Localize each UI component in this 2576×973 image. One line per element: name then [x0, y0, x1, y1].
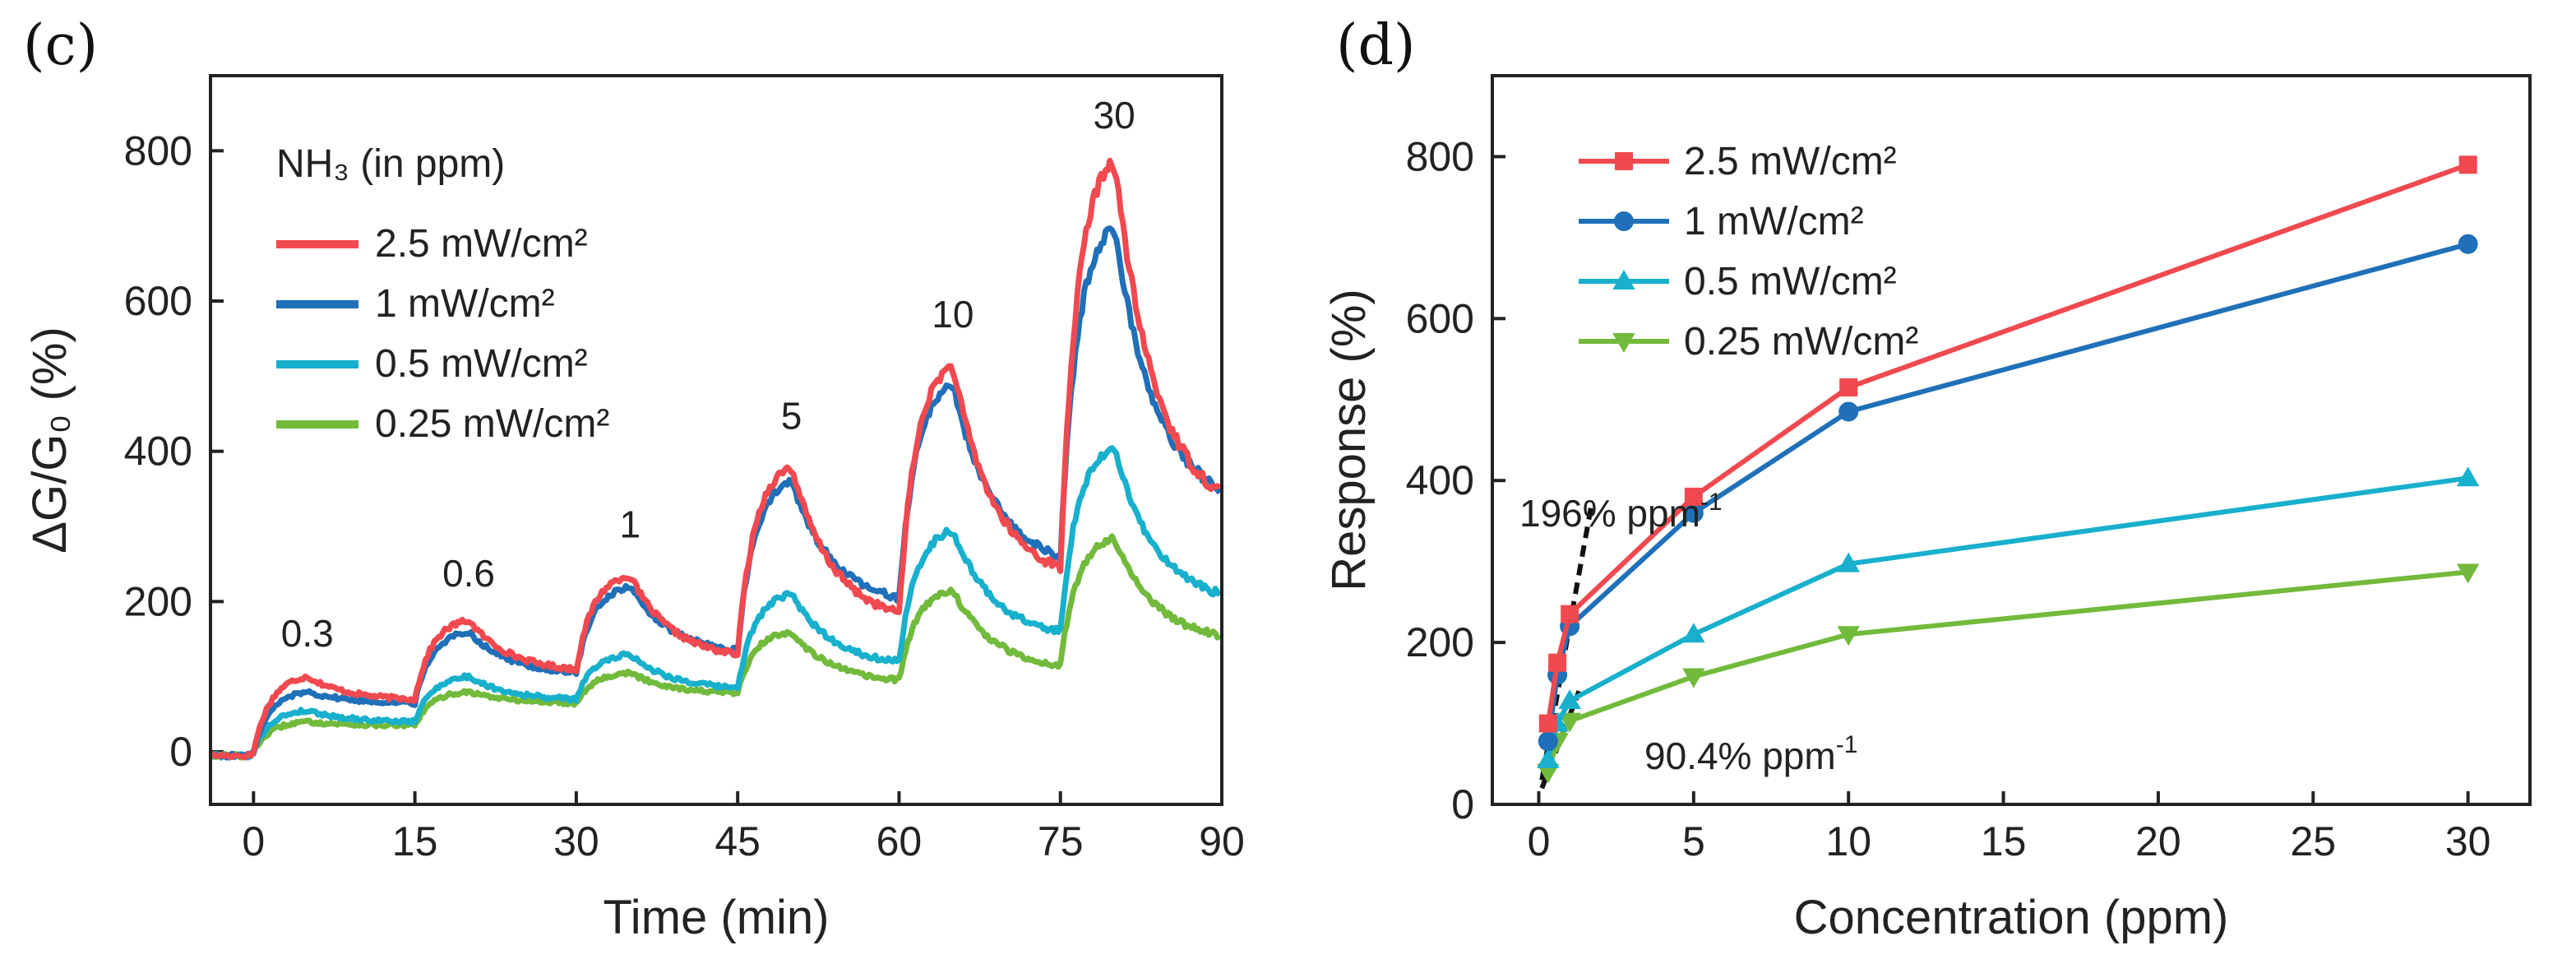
- panel-d-axes: 0 5 10 15 20 25 30 0 200 400 600 800: [1406, 133, 2491, 864]
- data-point: [1682, 623, 1705, 643]
- panel-c-concentration-label: 10: [932, 293, 974, 336]
- slope-annotation: 90.4% ppm-1: [1644, 731, 1857, 777]
- data-point: [1558, 712, 1581, 733]
- slope-annotation-value: 196% ppm: [1519, 492, 1700, 535]
- legend-label: 0.5 mW/cm²: [375, 342, 588, 386]
- data-point: [1839, 378, 1858, 397]
- panel-d-ytick-label: 800: [1406, 133, 1474, 179]
- panel-d-ytick-label: 0: [1451, 781, 1474, 827]
- data-point: [1838, 401, 1859, 422]
- data-point: [2458, 155, 2477, 174]
- panel-c-series-line-1: [209, 225, 1223, 761]
- panel-c-ytick-label: 600: [124, 278, 192, 324]
- data-point: [1537, 748, 1560, 768]
- panel-c-xlabel: Time (min): [604, 891, 830, 944]
- panel-d-xtick-label: 30: [2445, 818, 2491, 864]
- panel-d-annotations: 196% ppm-190.4% ppm-1: [1519, 489, 1857, 777]
- panel-c-concentration-label: 0.6: [442, 552, 495, 595]
- panel-d-ytick-label: 600: [1406, 295, 1474, 341]
- panel-c-ylabel: ΔG/G₀ (%): [23, 327, 76, 553]
- data-point: [1548, 653, 1567, 672]
- legend-label: 1 mW/cm²: [375, 282, 555, 326]
- panel-d-xtick-label: 25: [2290, 818, 2336, 864]
- data-point: [2456, 563, 2480, 584]
- panel-c-xtick-label: 90: [1199, 818, 1245, 864]
- panel-c-frame: [209, 74, 1223, 806]
- panel-c-legend: NH₃ (in ppm) 2.5 mW/cm² 1 mW/cm² 0.5 mW/cm…: [276, 142, 609, 446]
- data-point: [1538, 714, 1557, 733]
- panel-c-series-line-0_25: [210, 533, 1223, 761]
- panel-c-label: (c): [23, 13, 98, 78]
- panel-c-annotations: 0.3 0.6 1 5 10 30: [281, 94, 1135, 655]
- panel-d-xtick-label: 5: [1682, 818, 1705, 864]
- data-point: [2458, 234, 2478, 254]
- legend-label: 2.5 mW/cm²: [1684, 140, 1897, 183]
- legend-label: 1 mW/cm²: [1684, 200, 1864, 243]
- panel-d-xtick-label: 15: [1981, 818, 2027, 864]
- panel-d-label: (d): [1336, 13, 1416, 78]
- panel-c-series: [208, 157, 1223, 761]
- panel-d-legend: 2.5 mW/cm² 1 mW/cm² 0.5 mW/cm² 0.25 mW/cm²: [1579, 140, 1918, 364]
- data-point: [1837, 552, 1860, 572]
- legend-label: 0.5 mW/cm²: [1684, 260, 1897, 303]
- legend-label: 0.25 mW/cm²: [1684, 320, 1918, 364]
- panel-c-xtick-label: 60: [876, 818, 923, 864]
- panel-c-ytick-label: 200: [124, 578, 192, 624]
- panel-c-ytick-label: 0: [169, 729, 192, 775]
- panel-c-xtick-label: 15: [392, 818, 438, 864]
- data-point: [1684, 487, 1703, 506]
- panel-c-xtick-label: 30: [553, 818, 599, 864]
- panel-c-concentration-label: 30: [1094, 94, 1135, 137]
- legend-marker: [1615, 152, 1633, 170]
- panel-c-series-line-0_5: [209, 445, 1223, 761]
- panel-c-xtick-label: 75: [1038, 818, 1084, 864]
- slope-annotation-superscript: -1: [1836, 731, 1858, 758]
- panel-c-concentration-label: 1: [620, 503, 641, 546]
- slope-annotation-superscript: -1: [1700, 489, 1723, 516]
- legend-marker: [1612, 269, 1635, 290]
- panel-d-ytick-label: 200: [1406, 619, 1474, 665]
- panel-c-ytick-label: 800: [124, 127, 192, 174]
- panel-d-xtick-label: 20: [2135, 818, 2181, 864]
- data-point: [1837, 626, 1860, 646]
- legend-label: 2.5 mW/cm²: [375, 222, 588, 266]
- legend-label: 0.25 mW/cm²: [375, 402, 609, 446]
- panel-d-xtick-label: 10: [1825, 818, 1871, 864]
- panel-c-series-line-2_5: [208, 157, 1222, 761]
- panel-d-ylabel: Response (%): [1322, 289, 1376, 591]
- panel-d-xtick-label: 0: [1528, 818, 1551, 864]
- data-point: [1682, 668, 1705, 688]
- legend-marker: [1612, 333, 1635, 354]
- panel-d-ytick-label: 400: [1406, 457, 1474, 503]
- data-point: [1558, 688, 1581, 709]
- legend-marker: [1614, 211, 1634, 231]
- panel-c-xtick-label: 0: [242, 818, 265, 864]
- slope-annotation-value: 90.4% ppm: [1644, 734, 1836, 777]
- panel-d-series-line-2_5: [1545, 162, 2469, 725]
- panel-d-series: [1537, 155, 2480, 784]
- legend-title: NH₃ (in ppm): [276, 142, 505, 186]
- panel-c-concentration-label: 5: [781, 394, 802, 437]
- data-point: [2456, 466, 2480, 487]
- panel-c-concentration-label: 0.3: [281, 612, 334, 655]
- data-point: [1538, 731, 1558, 752]
- slope-annotation: 196% ppm-1: [1519, 489, 1723, 535]
- panel-d-frame: [1491, 74, 2532, 806]
- data-point: [1561, 605, 1579, 623]
- panel-c-xtick-label: 45: [715, 818, 761, 864]
- panel-c-ytick-label: 400: [124, 429, 192, 475]
- panel-d-xlabel: Concentration (ppm): [1794, 891, 2229, 944]
